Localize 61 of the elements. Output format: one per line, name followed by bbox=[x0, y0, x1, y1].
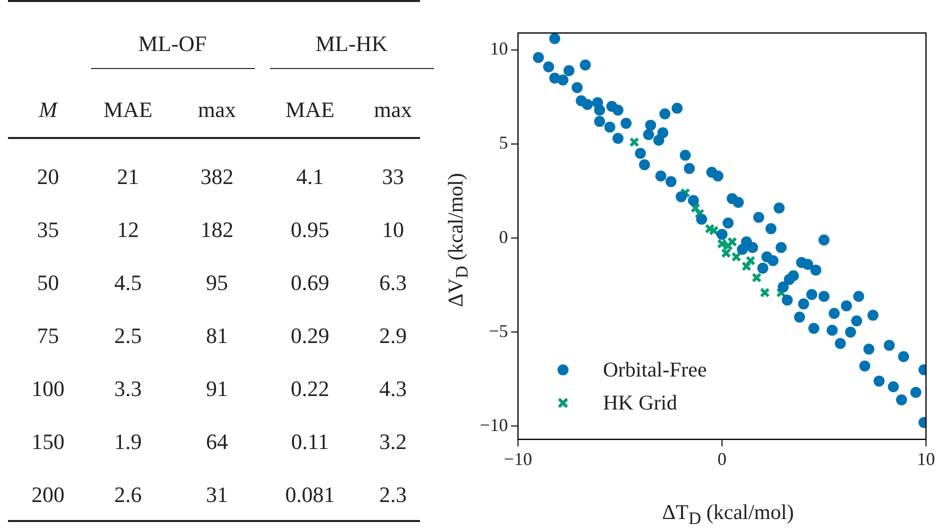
text: 2.3 bbox=[379, 482, 407, 508]
text: 150 bbox=[32, 429, 64, 455]
point bbox=[680, 188, 690, 198]
text: 200 bbox=[32, 482, 64, 508]
y-tick-label: −5 bbox=[488, 320, 508, 341]
text: 3.3 bbox=[114, 376, 142, 402]
text: 4.3 bbox=[379, 376, 407, 402]
point bbox=[776, 288, 786, 298]
text: 100 bbox=[32, 376, 64, 402]
text: 75 bbox=[37, 323, 59, 349]
text: 95 bbox=[206, 270, 228, 296]
point bbox=[752, 272, 762, 283]
text: 2.6 bbox=[114, 482, 142, 508]
text: 1.9 bbox=[114, 429, 142, 455]
text: 0.29 bbox=[290, 323, 330, 349]
legend-label: Orbital-Free bbox=[603, 357, 707, 382]
y-tick-label: 10 bbox=[490, 38, 508, 59]
text: 3.2 bbox=[379, 429, 407, 455]
text: max bbox=[198, 97, 236, 123]
point bbox=[708, 226, 719, 236]
y-tick-label: 0 bbox=[499, 226, 508, 247]
text: 0.11 bbox=[291, 429, 329, 455]
text: MAE bbox=[104, 97, 152, 123]
text: 33 bbox=[382, 164, 404, 190]
text: 2.9 bbox=[379, 323, 407, 349]
point bbox=[704, 224, 715, 234]
text: 64 bbox=[206, 429, 228, 455]
text: 20 bbox=[37, 164, 59, 190]
text: 31 bbox=[206, 482, 228, 508]
point bbox=[731, 252, 742, 262]
x-axis-title: ΔT$_{D}$ (kcal/mol) bbox=[662, 500, 794, 530]
text: 35 bbox=[37, 217, 59, 243]
text: M bbox=[38, 97, 58, 123]
text: 182 bbox=[200, 217, 234, 243]
text: 0.081 bbox=[285, 482, 335, 508]
text: 6.3 bbox=[379, 270, 407, 296]
text: 0.95 bbox=[290, 217, 330, 243]
x-tick-label: 10 bbox=[917, 448, 935, 469]
text: 12 bbox=[117, 217, 139, 243]
text: MAE bbox=[286, 97, 334, 123]
y-tick-label: 5 bbox=[499, 132, 508, 153]
legend-label: HK Grid bbox=[603, 390, 678, 414]
text: 0.22 bbox=[290, 376, 330, 402]
text: max bbox=[374, 97, 412, 123]
text: 2.5 bbox=[114, 323, 142, 349]
text: 382 bbox=[200, 164, 234, 190]
y-tick-label: −10 bbox=[480, 414, 508, 435]
text: 10 bbox=[382, 217, 404, 243]
text: 4.5 bbox=[114, 270, 142, 296]
text: 4.1 bbox=[296, 164, 324, 190]
text: ML-HK bbox=[315, 31, 388, 57]
x-tick-label: 0 bbox=[718, 448, 726, 469]
point bbox=[727, 236, 738, 247]
text: 50 bbox=[37, 270, 59, 296]
text: 81 bbox=[206, 323, 228, 349]
text: 91 bbox=[206, 376, 228, 402]
text: 0.69 bbox=[290, 270, 330, 296]
text: 21 bbox=[117, 164, 139, 190]
point bbox=[760, 288, 770, 298]
point bbox=[629, 137, 640, 148]
text: ML-OF bbox=[138, 31, 207, 57]
